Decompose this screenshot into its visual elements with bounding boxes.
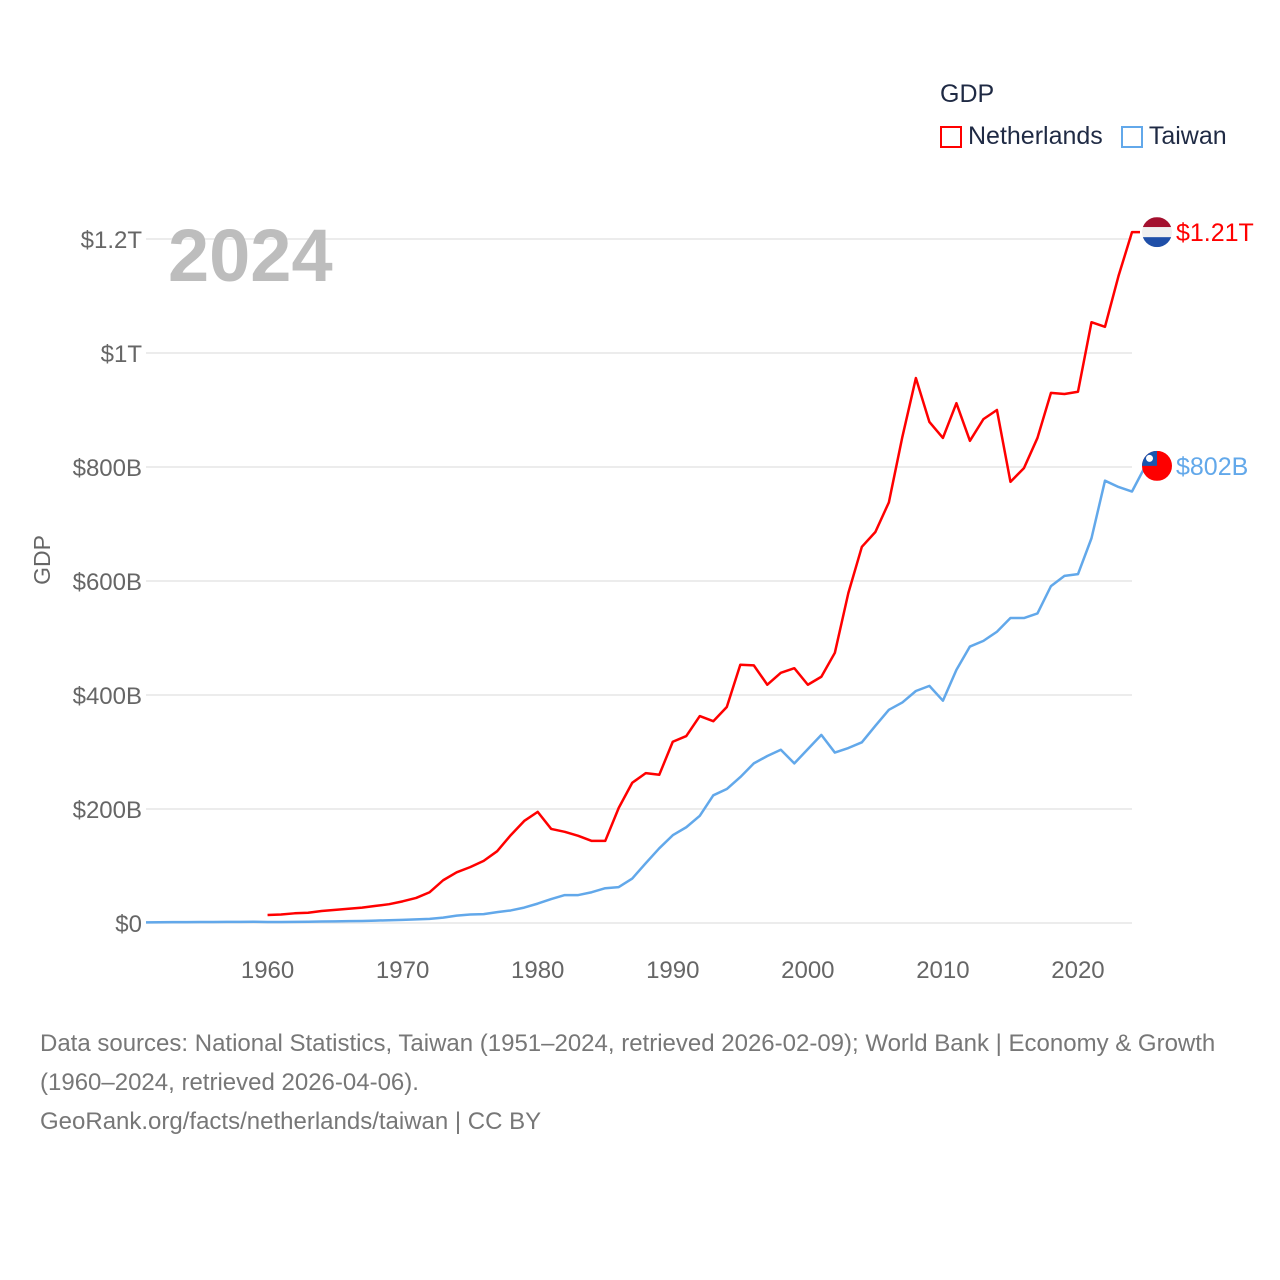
x-tick-label: 1980: [511, 957, 564, 984]
y-tick-label: $1.2T: [81, 227, 143, 254]
y-tick-label: $400B: [73, 683, 142, 710]
taiwan-flag-icon: [1142, 450, 1172, 481]
y-tick-label: $1T: [101, 341, 143, 368]
y-axis-label: GDP: [29, 535, 55, 585]
gdp-line-chart: $0$200B$400B$600B$800B$1T$1.2T 1960 1970 1…: [29, 214, 1254, 984]
data-sources: Data sources: National Statistics, Taiwa…: [40, 1030, 1216, 1096]
legend-item-netherlands[interactable]: Netherlands: [940, 122, 1103, 151]
x-tick-label: 1970: [376, 957, 429, 984]
x-tick-label: 2000: [781, 957, 834, 984]
y-tick-label: $600B: [73, 569, 142, 596]
series-line-netherlands: [267, 230, 1140, 917]
x-tick-label: 2010: [916, 957, 969, 984]
series-line-taiwan: [145, 464, 1154, 924]
legend: Netherlands Taiwan: [940, 122, 1227, 151]
legend-title: GDP: [940, 80, 995, 108]
legend-swatch-taiwan: [1120, 125, 1143, 148]
series-lines: [145, 230, 1154, 924]
year-label: 2024: [168, 214, 333, 297]
legend-label: Netherlands: [968, 122, 1103, 150]
series-end-labels: $1.21T $802B: [1142, 217, 1254, 481]
x-tick-label: 1990: [646, 957, 699, 984]
y-axis-ticks: $0 $200B $400B $600B $800B $1T $1.2T: [73, 227, 143, 938]
y-tick-label: $800B: [73, 455, 142, 482]
end-value-label: $1.21T: [1176, 219, 1254, 247]
legend-label: Taiwan: [1148, 122, 1227, 150]
legend-item-taiwan[interactable]: Taiwan: [1120, 122, 1227, 151]
end-value-label: $802B: [1176, 453, 1248, 481]
legend-swatch-netherlands: [940, 125, 962, 148]
footer: Data sources: National Statistics, Taiwa…: [40, 1024, 1240, 1141]
y-tick-label: $200B: [73, 797, 142, 824]
netherlands-flag-icon: [1142, 217, 1172, 248]
x-axis-ticks: 1960 1970 1980 1990 2000 2010 2020: [241, 957, 1105, 984]
y-tick-label: $0: [115, 911, 142, 938]
gridlines: [146, 238, 1132, 924]
x-tick-label: 2020: [1051, 957, 1104, 984]
x-tick-label: 1960: [241, 957, 294, 984]
credit-link[interactable]: GeoRank.org/facts/netherlands/taiwan | C…: [40, 1108, 542, 1135]
